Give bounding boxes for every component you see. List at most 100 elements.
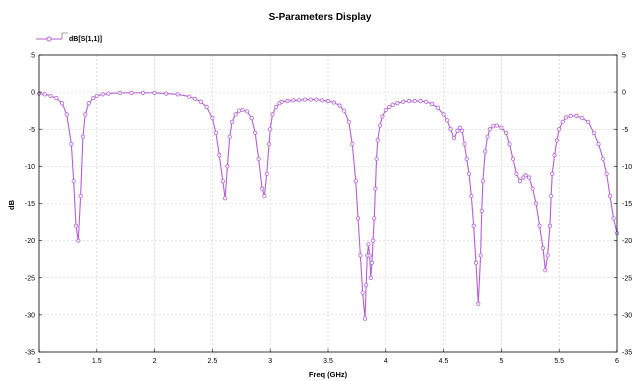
data-point	[370, 238, 376, 243]
data-point	[372, 216, 377, 221]
data-point	[601, 156, 606, 162]
data-point	[229, 119, 235, 124]
data-point	[596, 142, 601, 147]
data-point	[418, 98, 423, 104]
y-tick-label-left: -25	[25, 275, 35, 282]
legend-label: dB[S(1,1)]	[69, 36, 102, 43]
data-point	[91, 95, 96, 101]
y-tick-label-left: 5	[31, 53, 35, 60]
data-point	[390, 102, 395, 107]
data-point	[42, 92, 47, 97]
data-point	[210, 116, 215, 121]
data-point	[485, 134, 490, 139]
data-point	[473, 260, 479, 265]
data-point	[547, 223, 553, 228]
data-point	[285, 98, 290, 104]
data-point	[517, 179, 523, 184]
data-point	[478, 253, 483, 258]
y-tick-label-right: -35	[622, 350, 632, 357]
data-point	[342, 108, 347, 113]
data-point	[499, 125, 504, 130]
data-point	[78, 193, 83, 199]
data-point	[346, 119, 351, 124]
data-point	[424, 99, 429, 104]
data-point	[117, 90, 123, 95]
data-point	[377, 123, 383, 128]
data-point	[69, 142, 74, 147]
data-point	[469, 193, 474, 199]
data-point	[537, 223, 542, 228]
data-point	[308, 97, 313, 102]
data-point	[368, 275, 373, 280]
data-point	[314, 97, 319, 102]
data-point	[380, 114, 385, 119]
data-point	[549, 193, 554, 199]
x-axis-label: Freq (GHz)	[309, 370, 348, 379]
data-point	[296, 98, 302, 103]
y-tick-label-right: 0	[622, 90, 626, 97]
data-point	[406, 98, 412, 104]
data-point	[350, 142, 355, 147]
y-tick-label-left: 0	[31, 90, 35, 97]
data-point	[369, 260, 375, 265]
data-point	[527, 175, 532, 180]
y-tick-label-right: -10	[622, 164, 632, 171]
data-point	[429, 101, 435, 107]
data-point	[217, 153, 222, 158]
data-point	[175, 92, 180, 97]
data-point	[395, 101, 400, 106]
data-point	[557, 127, 562, 132]
data-point	[554, 138, 559, 143]
data-point	[262, 193, 267, 199]
data-point	[550, 171, 555, 176]
data-point	[204, 104, 209, 110]
data-point	[80, 134, 86, 139]
data-point	[401, 99, 406, 104]
data-point	[483, 149, 488, 154]
data-point	[543, 268, 548, 273]
x-tick-label: 2	[153, 358, 157, 365]
data-point	[260, 186, 265, 191]
y-tick-label-right: -5	[622, 127, 628, 134]
legend-symbol-icon	[61, 32, 68, 39]
x-tick-label: 4.5	[439, 358, 449, 365]
data-point	[129, 90, 134, 95]
data-point	[366, 242, 371, 247]
data-point	[325, 98, 331, 104]
data-point	[441, 112, 446, 117]
data-point	[564, 115, 569, 120]
x-tick-label: 4	[384, 358, 388, 365]
data-point	[503, 130, 509, 136]
data-point	[220, 179, 225, 184]
y-tick-label-left: -20	[25, 238, 35, 245]
data-point	[236, 108, 242, 113]
data-point	[451, 136, 457, 141]
data-point	[71, 179, 76, 184]
x-tick-label: 5	[499, 358, 503, 365]
data-point	[331, 100, 336, 105]
data-point	[444, 118, 450, 123]
data-point	[530, 186, 535, 191]
data-point	[213, 130, 218, 136]
data-point	[86, 101, 91, 106]
tick-labels: 1 1.5 2 2.5 3 3.5 4 4.5 5 5.5 6 5 5 0 0 -5 -5 -10 -10 -15 -1…	[25, 53, 632, 366]
axis-ticks	[38, 54, 618, 353]
series-layer	[36, 90, 620, 321]
data-point	[198, 99, 203, 104]
data-point	[448, 127, 453, 132]
data-point	[585, 119, 591, 124]
x-tick-label: 3	[268, 358, 272, 365]
chart-title: S-Parameters Display	[269, 12, 372, 23]
data-point	[320, 98, 325, 103]
data-point	[266, 142, 272, 147]
y-tick-label-right: -15	[622, 201, 632, 208]
data-point	[510, 156, 516, 162]
data-point	[192, 96, 198, 101]
x-tick-label: 5.5	[554, 358, 564, 365]
data-point	[540, 245, 546, 251]
data-point	[94, 93, 99, 98]
data-point	[607, 193, 613, 199]
x-tick-label: 6	[615, 358, 619, 365]
y-tick-label-left: -5	[29, 127, 35, 134]
data-point	[362, 316, 368, 321]
